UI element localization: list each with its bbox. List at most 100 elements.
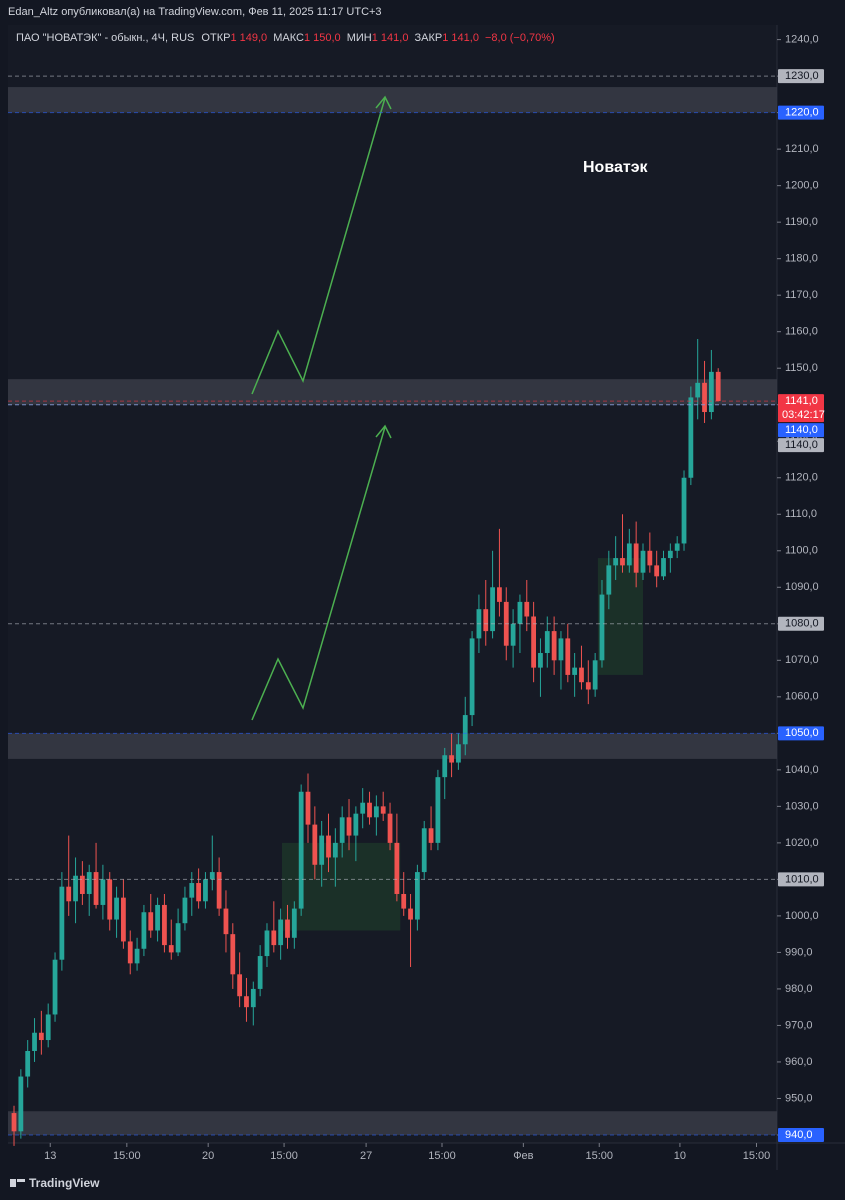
y-tick-label: 970,0 [785, 1019, 813, 1031]
price-label: 1220,0 [785, 107, 819, 119]
candle-body [524, 601, 530, 617]
candle-body [414, 872, 420, 920]
y-tick-label: 1240,0 [785, 34, 819, 46]
candle-body [510, 623, 516, 646]
candle-body [216, 872, 222, 909]
y-tick-label: 1100,0 [785, 545, 818, 557]
candle-body [408, 908, 413, 920]
candle-body [654, 565, 660, 577]
candle-body [127, 941, 133, 964]
candle-body [353, 813, 359, 836]
candle-body [442, 755, 448, 778]
candle-body [565, 638, 571, 675]
candle-body [640, 550, 646, 573]
y-tick-label: 1160,0 [785, 326, 818, 338]
symbol: ПАО "НОВАТЭК" - обыкн., 4Ч, RUS [16, 32, 194, 44]
candle-body [11, 1113, 17, 1132]
candle-body [579, 667, 584, 683]
price-label: 1080,0 [785, 618, 819, 630]
price-label: 1140,0 [785, 424, 818, 436]
candle-body [93, 872, 99, 905]
y-tick-label: 1200,0 [785, 180, 819, 192]
candle-body [620, 558, 625, 566]
candle-body [203, 879, 208, 902]
x-tick-label: 15:00 [743, 1150, 771, 1162]
candle-body [708, 371, 714, 413]
y-tick-label: 1180,0 [785, 253, 818, 265]
y-tick-label: 960,0 [785, 1056, 813, 1068]
candle-body [633, 543, 639, 573]
candle-body [497, 587, 502, 602]
candle-body [647, 550, 653, 566]
candle-body [585, 682, 591, 690]
candle-body [162, 904, 167, 946]
candle-body [613, 558, 619, 566]
candle-body [257, 956, 263, 989]
price-label: 1140,0 [785, 439, 818, 451]
x-tick-label: 15:00 [113, 1150, 141, 1162]
candle-body [456, 744, 461, 763]
candle-body [544, 631, 550, 654]
candle-body [100, 879, 106, 905]
candle-body [312, 824, 318, 865]
candle-body [592, 660, 598, 690]
zone [8, 733, 777, 759]
price-label: 1050,0 [785, 727, 819, 739]
price-label-bg [778, 616, 824, 631]
price-label-bg [778, 438, 824, 453]
candle-body [59, 886, 65, 960]
candle-body [237, 974, 243, 997]
candle-body [38, 1032, 44, 1041]
y-tick-label: 1040,0 [785, 764, 819, 776]
y-tick-label: 1190,0 [785, 216, 818, 228]
candle-body [291, 908, 297, 938]
arrow-head [375, 424, 392, 439]
ohlc-label: МИН [347, 32, 372, 44]
price-label-bg [778, 105, 824, 120]
price-label: 1141,0 [785, 395, 818, 407]
candle-body [79, 875, 85, 894]
x-tick-label: 15:00 [428, 1150, 456, 1162]
candle-body [223, 908, 229, 935]
change: −8,0 (−0,70%) [485, 32, 555, 44]
candle-body [168, 945, 174, 953]
price-label-bg [778, 726, 824, 741]
candle-body [401, 893, 407, 909]
y-tick-label: 950,0 [785, 1092, 813, 1104]
candle-body [107, 879, 113, 920]
brand-logo [10, 1179, 25, 1187]
x-tick-label: 15:00 [270, 1150, 298, 1162]
brand: TradingView [29, 1176, 100, 1190]
x-tick-label: 15:00 [585, 1150, 613, 1162]
candle-body [52, 959, 58, 1015]
y-tick-label: 1070,0 [785, 654, 819, 666]
x-tick-label: 13 [44, 1150, 56, 1162]
arrow-path [251, 426, 386, 721]
candle-body [428, 828, 434, 843]
ohlc-label: МАКС [273, 32, 304, 44]
candle-body [435, 777, 441, 843]
candle-body [285, 919, 290, 938]
candle-body [332, 842, 338, 858]
candle-body [346, 817, 352, 836]
candle-body [715, 371, 721, 402]
candle-body [121, 897, 126, 942]
candle-body [606, 565, 612, 595]
candle-body [490, 587, 495, 632]
candle-body [681, 477, 687, 544]
candle-body [572, 667, 578, 675]
zone [8, 379, 777, 405]
box [597, 558, 643, 675]
candle-body [32, 1032, 37, 1051]
candle-body [326, 835, 331, 858]
y-tick-label: 980,0 [785, 983, 813, 995]
y-tick-label: 1060,0 [785, 691, 819, 703]
candle-body [209, 872, 215, 880]
candle-body [661, 558, 666, 577]
candle-body [483, 609, 489, 632]
candle-body [45, 1014, 51, 1041]
x-tick-label: Фев [513, 1150, 533, 1162]
candle-body [298, 791, 304, 909]
candle-body [155, 904, 160, 931]
y-tick-label: 1120,0 [785, 472, 818, 484]
